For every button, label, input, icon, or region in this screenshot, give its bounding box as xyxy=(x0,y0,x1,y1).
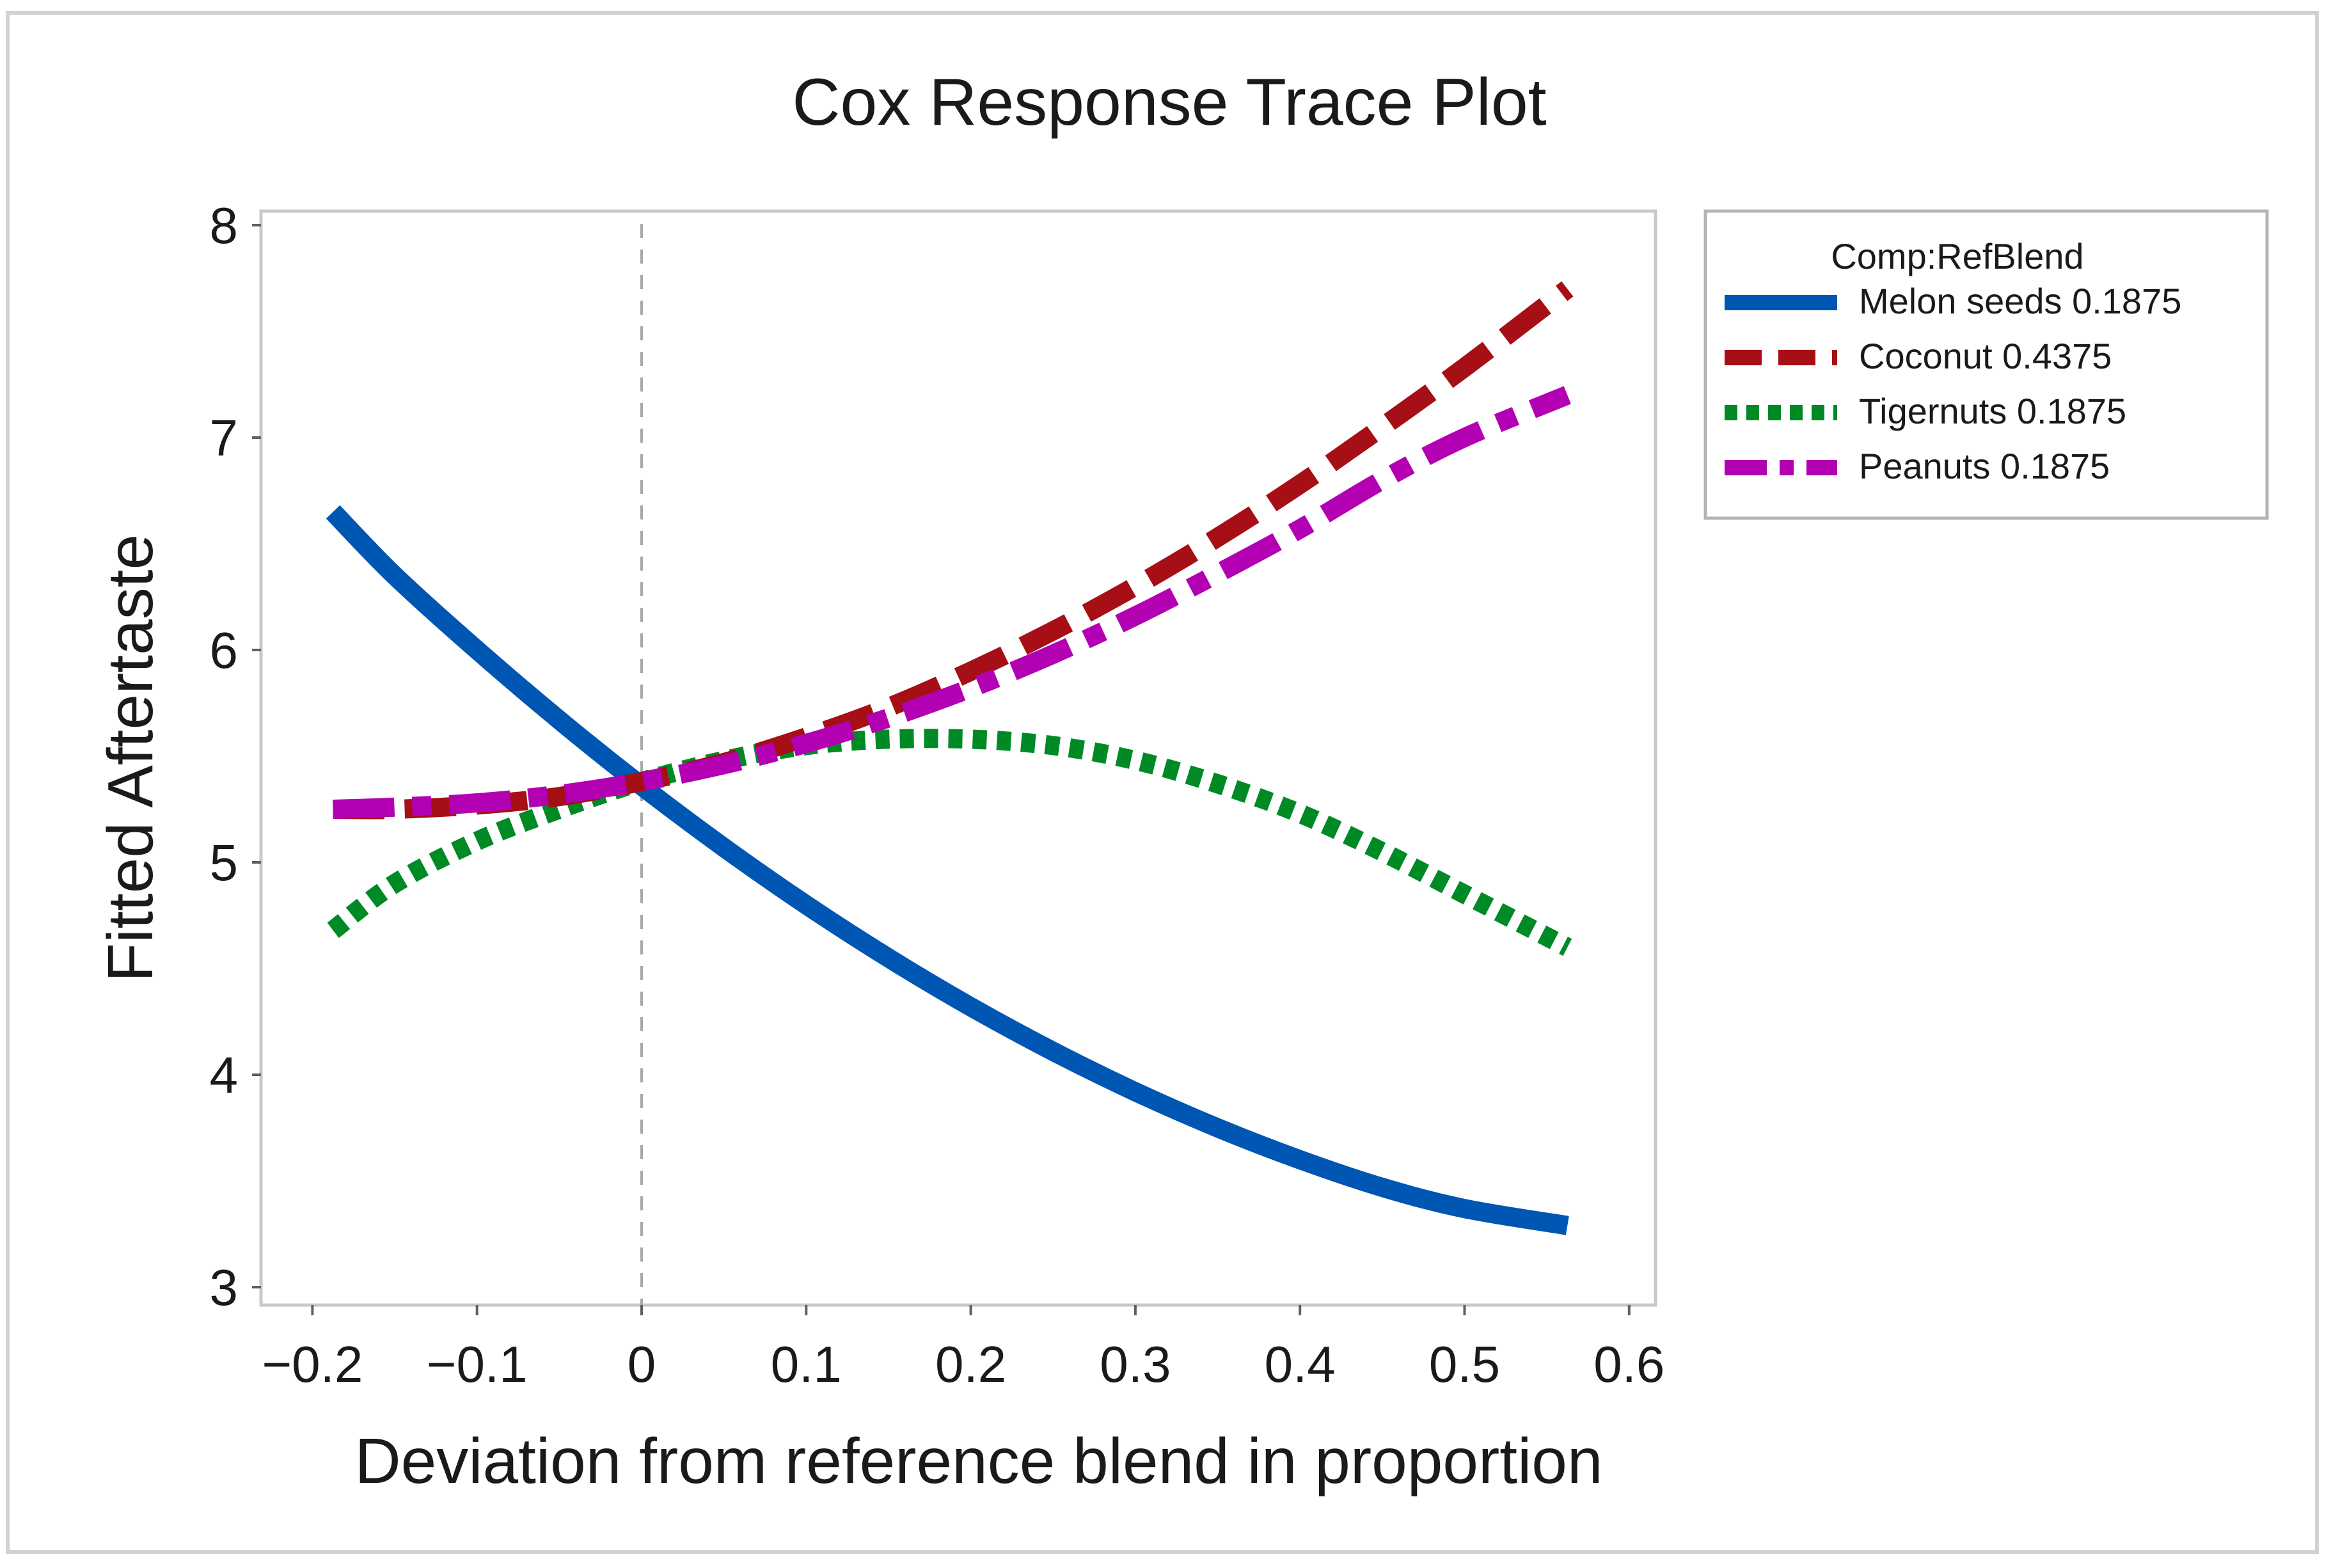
legend-label-tigernuts: Tigernuts 0.1875 xyxy=(1859,391,2126,431)
y-tick-label: 7 xyxy=(210,409,239,466)
legend: Comp:RefBlend Melon seeds 0.1875 Coconut … xyxy=(1703,209,2269,520)
series-line-coconut xyxy=(333,281,1574,820)
legend-items: Melon seeds 0.1875 Coconut 0.4375 Tigernut… xyxy=(1725,281,2181,486)
legend-title: Comp:RefBlend xyxy=(1831,236,2083,276)
y-tick-label: 8 xyxy=(210,197,239,254)
x-axis-label: Deviation from reference blend in propor… xyxy=(354,1425,1602,1497)
y-axis: 3 4 5 6 7 8 xyxy=(210,197,261,1316)
legend-label-coconut: Coconut 0.4375 xyxy=(1859,336,2112,376)
legend-label-melon-seeds: Melon seeds 0.1875 xyxy=(1859,281,2181,321)
x-tick-label: 0.1 xyxy=(771,1336,842,1393)
x-axis: −0.2 −0.1 0 0.1 0.2 0.3 0.4 0.5 0.6 xyxy=(262,1305,1664,1393)
series-line-peanuts xyxy=(333,386,1572,819)
legend-label-peanuts: Peanuts 0.1875 xyxy=(1859,446,2110,486)
chart-title: Cox Response Trace Plot xyxy=(792,65,1546,139)
y-tick-label: 5 xyxy=(210,834,239,891)
x-tick-label: 0.6 xyxy=(1593,1336,1664,1393)
x-tick-label: −0.2 xyxy=(262,1336,363,1393)
series-group xyxy=(326,281,1574,1235)
x-tick-label: 0.2 xyxy=(935,1336,1006,1393)
series-line-melon-seeds xyxy=(326,505,1569,1235)
x-tick-label: 0.4 xyxy=(1265,1336,1336,1393)
x-tick-label: 0.3 xyxy=(1100,1336,1171,1393)
y-axis-label: Fitted Aftertaste xyxy=(95,534,166,982)
series-line-tigernuts xyxy=(327,729,1572,956)
y-tick-label: 6 xyxy=(210,622,239,679)
y-tick-label: 3 xyxy=(210,1259,239,1316)
y-tick-label: 4 xyxy=(210,1047,239,1104)
x-tick-label: 0.5 xyxy=(1429,1336,1500,1393)
x-tick-label: 0 xyxy=(628,1336,656,1393)
x-tick-label: −0.1 xyxy=(427,1336,528,1393)
